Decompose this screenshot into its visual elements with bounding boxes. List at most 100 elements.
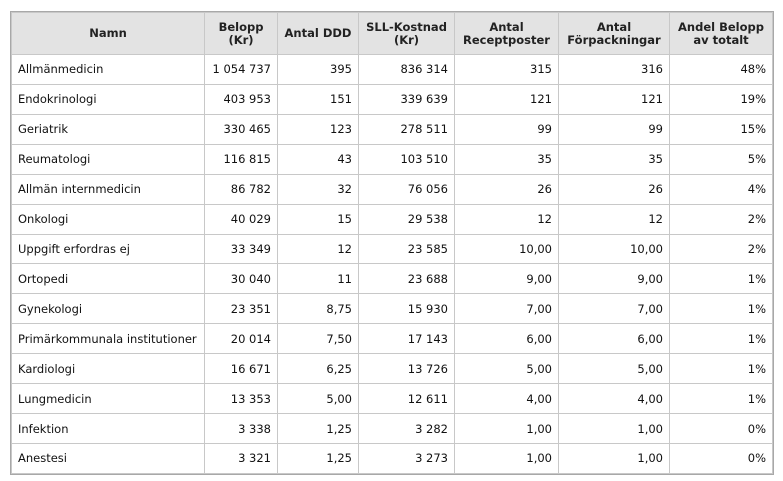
cell-belopp: 1 054 737 xyxy=(205,55,277,84)
cell-sll-kostnad: 13 726 xyxy=(359,354,454,384)
cell-namn: Ortopedi xyxy=(12,264,204,294)
cell-sll-kostnad: 278 511 xyxy=(359,114,454,144)
cell-antal-forpackningar: 99 xyxy=(559,114,669,144)
cell-antal-receptposter: 1,00 xyxy=(455,414,558,443)
cell-antal-receptposter: 1,00 xyxy=(455,443,558,473)
cell-andel-belopp: 4% xyxy=(670,174,772,204)
cell-namn: Allmänmedicin xyxy=(12,55,204,84)
cell-antal-receptposter: 315 xyxy=(455,55,558,84)
cell-belopp: 40 029 xyxy=(205,204,277,234)
table-row: Endokrinologi 403 953 151 339 639 121 121 19% xyxy=(12,84,772,114)
cell-antal-ddd: 11 xyxy=(278,264,358,294)
cell-andel-belopp: 15% xyxy=(670,114,772,144)
header-andel-belopp[interactable]: Andel Belopp av totalt xyxy=(670,13,772,54)
cell-belopp: 16 671 xyxy=(205,354,277,384)
cell-sll-kostnad: 12 611 xyxy=(359,384,454,414)
cell-antal-receptposter: 6,00 xyxy=(455,324,558,354)
table-container: Namn Belopp (Kr) Antal DDD SLL-Kostnad (Kr… xyxy=(10,11,774,475)
cell-antal-forpackningar: 5,00 xyxy=(559,354,669,384)
cell-namn: Anestesi xyxy=(12,443,204,473)
cell-antal-forpackningar: 7,00 xyxy=(559,294,669,324)
cell-sll-kostnad: 29 538 xyxy=(359,204,454,234)
table-row: Kardiologi 16 671 6,25 13 726 5,00 5,00 1% xyxy=(12,354,772,384)
cell-antal-ddd: 151 xyxy=(278,84,358,114)
cell-antal-forpackningar: 35 xyxy=(559,144,669,174)
cell-belopp: 30 040 xyxy=(205,264,277,294)
cell-antal-forpackningar: 26 xyxy=(559,174,669,204)
cell-sll-kostnad: 836 314 xyxy=(359,55,454,84)
cell-antal-forpackningar: 6,00 xyxy=(559,324,669,354)
cell-sll-kostnad: 17 143 xyxy=(359,324,454,354)
cell-andel-belopp: 0% xyxy=(670,443,772,473)
cell-namn: Allmän internmedicin xyxy=(12,174,204,204)
cell-andel-belopp: 0% xyxy=(670,414,772,443)
cell-andel-belopp: 1% xyxy=(670,294,772,324)
cell-belopp: 86 782 xyxy=(205,174,277,204)
table-row: Allmän internmedicin 86 782 32 76 056 26 26 4% xyxy=(12,174,772,204)
table-row: Infektion 3 338 1,25 3 282 1,00 1,00 0% xyxy=(12,414,772,443)
cell-antal-ddd: 123 xyxy=(278,114,358,144)
cell-sll-kostnad: 3 282 xyxy=(359,414,454,443)
cell-antal-receptposter: 5,00 xyxy=(455,354,558,384)
cell-namn: Gynekologi xyxy=(12,294,204,324)
cell-andel-belopp: 5% xyxy=(670,144,772,174)
table-row: Onkologi 40 029 15 29 538 12 12 2% xyxy=(12,204,772,234)
cell-namn: Lungmedicin xyxy=(12,384,204,414)
cell-antal-receptposter: 35 xyxy=(455,144,558,174)
header-antal-forpackningar[interactable]: Antal Förpackningar xyxy=(559,13,669,54)
cell-belopp: 403 953 xyxy=(205,84,277,114)
cell-antal-forpackningar: 10,00 xyxy=(559,234,669,264)
cell-antal-ddd: 32 xyxy=(278,174,358,204)
cell-belopp: 3 338 xyxy=(205,414,277,443)
cell-namn: Kardiologi xyxy=(12,354,204,384)
cell-antal-ddd: 8,75 xyxy=(278,294,358,324)
table-body: Allmänmedicin 1 054 737 395 836 314 315 316 48… xyxy=(12,55,772,473)
cell-andel-belopp: 1% xyxy=(670,324,772,354)
cell-andel-belopp: 19% xyxy=(670,84,772,114)
cell-antal-ddd: 12 xyxy=(278,234,358,264)
header-belopp[interactable]: Belopp (Kr) xyxy=(205,13,277,54)
cell-antal-forpackningar: 1,00 xyxy=(559,414,669,443)
cell-antal-forpackningar: 9,00 xyxy=(559,264,669,294)
header-namn[interactable]: Namn xyxy=(12,13,204,54)
cell-sll-kostnad: 23 585 xyxy=(359,234,454,264)
cell-antal-receptposter: 9,00 xyxy=(455,264,558,294)
cell-belopp: 116 815 xyxy=(205,144,277,174)
table-row: Ortopedi 30 040 11 23 688 9,00 9,00 1% xyxy=(12,264,772,294)
table-row: Allmänmedicin 1 054 737 395 836 314 315 316 48… xyxy=(12,55,772,84)
header-sll-kostnad[interactable]: SLL-Kostnad (Kr) xyxy=(359,13,454,54)
cell-andel-belopp: 2% xyxy=(670,234,772,264)
cell-namn: Uppgift erfordras ej xyxy=(12,234,204,264)
cell-sll-kostnad: 339 639 xyxy=(359,84,454,114)
cell-antal-receptposter: 10,00 xyxy=(455,234,558,264)
table-row: Primärkommunala institutioner 20 014 7,50 1… xyxy=(12,324,772,354)
cell-antal-forpackningar: 1,00 xyxy=(559,443,669,473)
table-row: Uppgift erfordras ej 33 349 12 23 585 10,00 1… xyxy=(12,234,772,264)
cell-sll-kostnad: 15 930 xyxy=(359,294,454,324)
cell-antal-ddd: 5,00 xyxy=(278,384,358,414)
table-row: Lungmedicin 13 353 5,00 12 611 4,00 4,00 1% xyxy=(12,384,772,414)
table-row: Gynekologi 23 351 8,75 15 930 7,00 7,00 1% xyxy=(12,294,772,324)
data-table: Namn Belopp (Kr) Antal DDD SLL-Kostnad (Kr… xyxy=(11,12,773,474)
cell-namn: Infektion xyxy=(12,414,204,443)
table-row: Anestesi 3 321 1,25 3 273 1,00 1,00 0% xyxy=(12,443,772,473)
cell-antal-ddd: 43 xyxy=(278,144,358,174)
cell-andel-belopp: 1% xyxy=(670,384,772,414)
cell-antal-forpackningar: 4,00 xyxy=(559,384,669,414)
cell-antal-ddd: 6,25 xyxy=(278,354,358,384)
cell-andel-belopp: 1% xyxy=(670,264,772,294)
cell-antal-forpackningar: 121 xyxy=(559,84,669,114)
cell-namn: Geriatrik xyxy=(12,114,204,144)
header-antal-ddd[interactable]: Antal DDD xyxy=(278,13,358,54)
cell-belopp: 13 353 xyxy=(205,384,277,414)
cell-belopp: 33 349 xyxy=(205,234,277,264)
cell-andel-belopp: 48% xyxy=(670,55,772,84)
table-row: Geriatrik 330 465 123 278 511 99 99 15% xyxy=(12,114,772,144)
cell-namn: Endokrinologi xyxy=(12,84,204,114)
cell-antal-receptposter: 7,00 xyxy=(455,294,558,324)
header-antal-receptposter[interactable]: Antal Receptposter xyxy=(455,13,558,54)
cell-antal-ddd: 1,25 xyxy=(278,443,358,473)
cell-antal-receptposter: 12 xyxy=(455,204,558,234)
cell-belopp: 20 014 xyxy=(205,324,277,354)
cell-andel-belopp: 1% xyxy=(670,354,772,384)
